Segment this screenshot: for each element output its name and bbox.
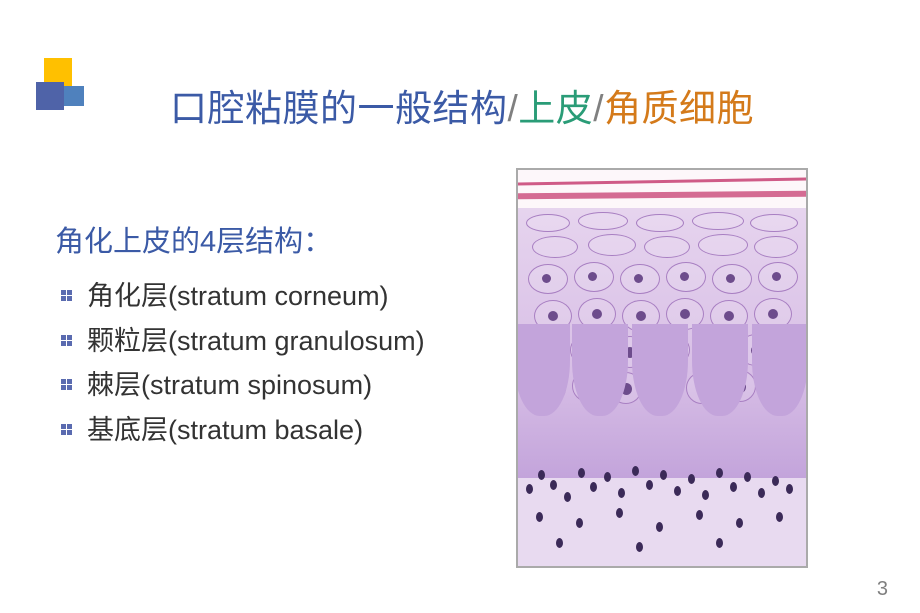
stratum-corneum-band (518, 170, 806, 208)
title-part-1: 口腔粘膜的一般结构 (170, 88, 508, 129)
list-item: 角化层(stratum corneum) (55, 274, 485, 319)
layer-list: 角化层(stratum corneum) 颗粒层(stratum granulo… (55, 274, 485, 452)
title-part-2: 上皮 (518, 88, 593, 129)
page-number: 3 (877, 578, 888, 601)
connective-tissue-band (518, 478, 806, 566)
content-block: 角化上皮的4层结构： 角化层(stratum corneum) 颗粒层(stra… (55, 218, 485, 452)
title-part-3: 角质细胞 (604, 88, 754, 129)
slide-title: 口腔粘膜的一般结构/上皮/角质细胞 (170, 78, 754, 132)
list-item: 颗粒层(stratum granulosum) (55, 319, 485, 364)
histology-image (516, 168, 808, 568)
title-decoration (36, 58, 106, 128)
list-item: 棘层(stratum spinosum) (55, 363, 485, 408)
epithelium-body (518, 208, 806, 478)
title-sep-2: / (593, 88, 604, 129)
title-sep-1: / (508, 88, 519, 129)
list-item: 基底层(stratum basale) (55, 408, 485, 453)
section-heading: 角化上皮的4层结构： (55, 218, 485, 260)
